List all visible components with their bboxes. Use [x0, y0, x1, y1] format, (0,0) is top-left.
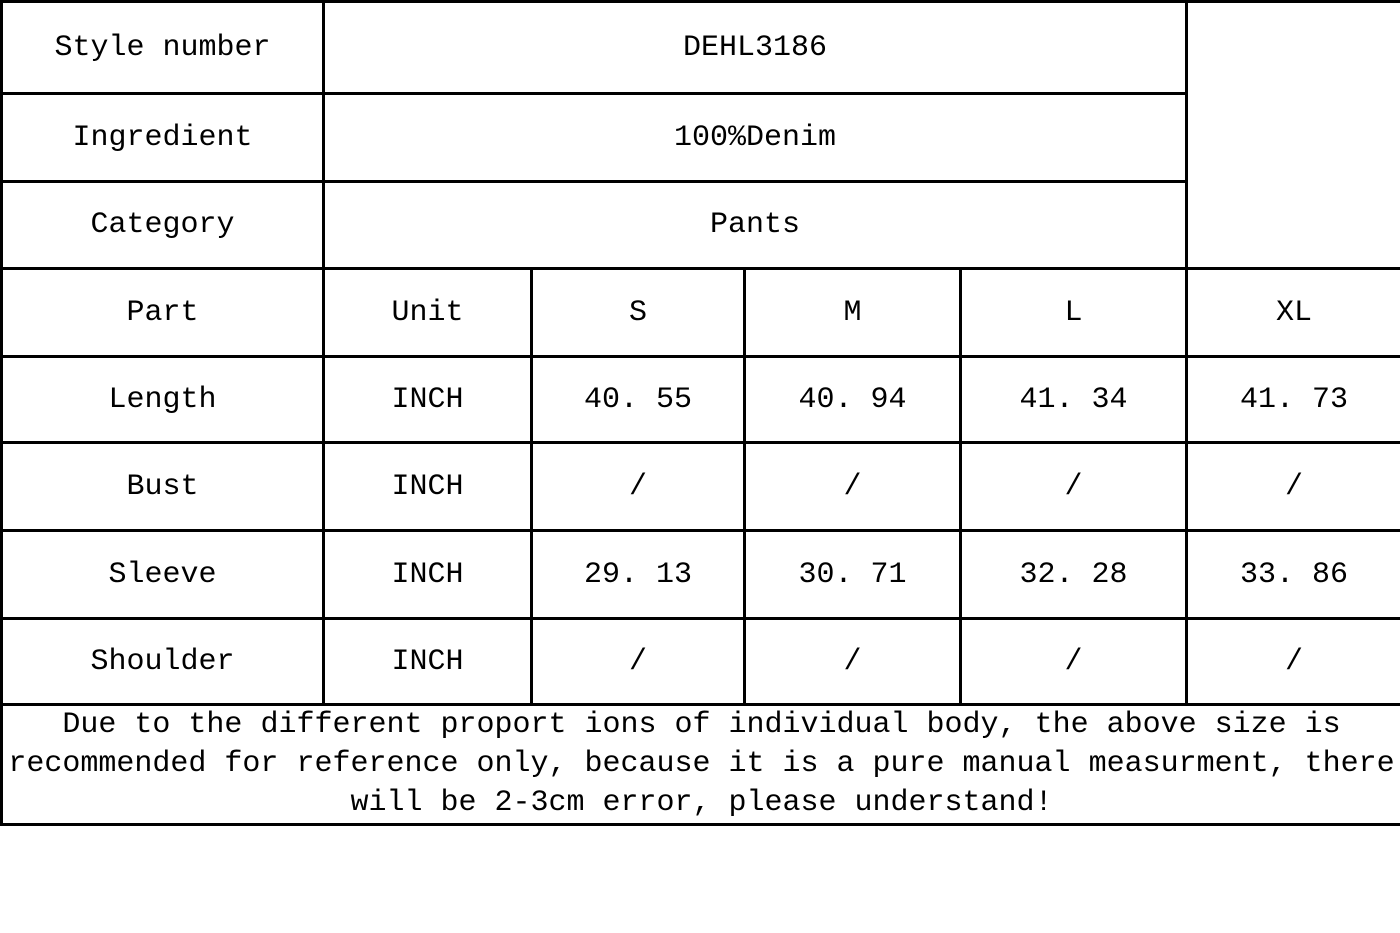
footnote-cell: Due to the different proport ions of ind… [0, 703, 1400, 826]
shoulder-m: / [743, 617, 962, 706]
length-m: 40. 94 [743, 355, 962, 444]
row-sleeve: Sleeve INCH 29. 13 30. 71 32. 28 33. 86 [0, 529, 1400, 620]
header-size-s: S [530, 267, 746, 358]
shoulder-l: / [958, 617, 1189, 706]
ingredient-label: Ingredient [0, 92, 325, 183]
length-s: 40. 55 [530, 355, 746, 444]
size-chart-table: Style number DEHL3186 Ingredient 100%Den… [0, 0, 1400, 826]
size-header-row: Part Unit S M L XL [0, 267, 1400, 358]
sleeve-xl: 33. 86 [1185, 529, 1400, 620]
shoulder-xl: / [1185, 617, 1400, 706]
row-style-number: Style number DEHL3186 [0, 0, 1400, 270]
sleeve-s: 29. 13 [530, 529, 746, 620]
row-bust: Bust INCH / / / / [0, 441, 1400, 532]
style-number-label: Style number [0, 0, 325, 95]
footnote-line-2: recommended for reference only, because … [8, 747, 1395, 781]
header-size-xl: XL [1185, 267, 1400, 358]
ingredient-value: 100%Denim [321, 92, 1189, 183]
header-part: Part [0, 267, 325, 358]
sleeve-unit: INCH [322, 529, 533, 620]
shoulder-label: Shoulder [0, 617, 325, 706]
row-shoulder: Shoulder INCH / / / / [0, 617, 1400, 706]
length-unit: INCH [322, 355, 533, 444]
category-value: Pants [321, 180, 1189, 270]
header-unit: Unit [322, 267, 533, 358]
length-l: 41. 34 [958, 355, 1189, 444]
bust-xl: / [1185, 441, 1400, 532]
bust-m: / [743, 441, 962, 532]
footnote-line-3: will be 2-3cm error, please understand! [350, 786, 1053, 820]
category-label: Category [0, 180, 325, 270]
empty-corner-cell [1185, 0, 1400, 270]
header-size-l: L [958, 267, 1189, 358]
bust-label: Bust [0, 441, 325, 532]
row-footnote: Due to the different proport ions of ind… [0, 703, 1400, 826]
style-number-value: DEHL3186 [321, 0, 1189, 95]
length-xl: 41. 73 [1185, 355, 1400, 444]
bust-l: / [958, 441, 1189, 532]
row-ingredient: Ingredient 100%Denim [0, 92, 1400, 183]
bust-s: / [530, 441, 746, 532]
shoulder-unit: INCH [322, 617, 533, 706]
bust-unit: INCH [322, 441, 533, 532]
row-length: Length INCH 40. 55 40. 94 41. 34 41. 73 [0, 355, 1400, 444]
header-size-m: M [743, 267, 962, 358]
sleeve-m: 30. 71 [743, 529, 962, 620]
shoulder-s: / [530, 617, 746, 706]
footnote-line-1: Due to the different proport ions of ind… [62, 708, 1341, 742]
length-label: Length [0, 355, 325, 444]
sleeve-label: Sleeve [0, 529, 325, 620]
sleeve-l: 32. 28 [958, 529, 1189, 620]
row-category: Category Pants [0, 180, 1400, 270]
